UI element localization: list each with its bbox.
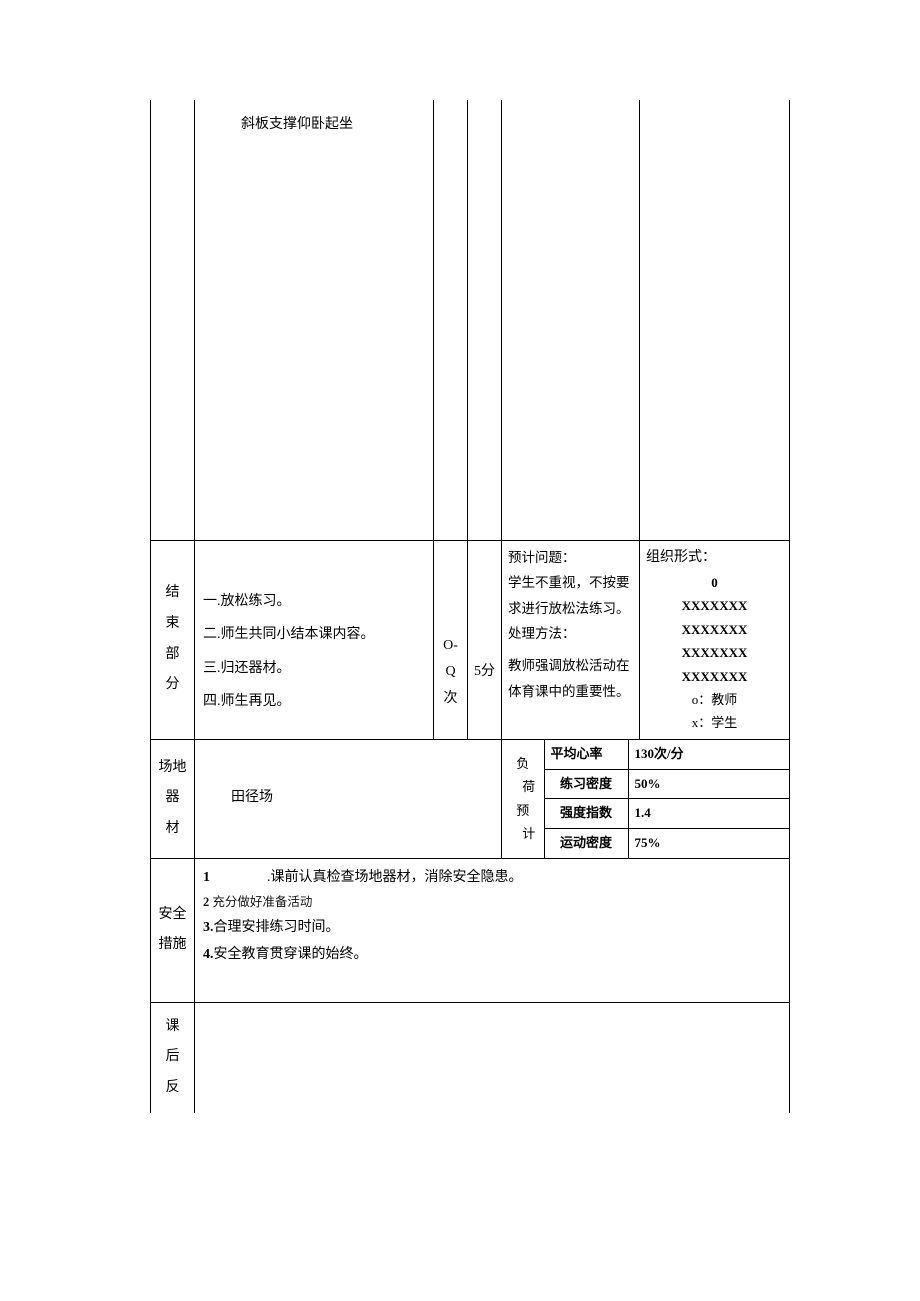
count-cell-empty (434, 100, 468, 540)
conclusion-item: 四.师生再见。 (203, 685, 425, 719)
formation-row: XXXXXXX (646, 641, 783, 664)
label-char: 反 (153, 1073, 192, 1104)
col-section-label-empty (151, 100, 195, 540)
handle-title: 处理方法： (508, 621, 633, 647)
stat-value: 50% (628, 769, 789, 799)
label-char: 束 (153, 609, 192, 640)
label-char: 场地器 (153, 753, 192, 815)
stat-label: 练习密度 (544, 769, 628, 799)
stat-label: 运动密度 (544, 828, 628, 857)
safety-item: 1 .课前认真检查场地器材，消除安全隐患。 (203, 865, 781, 892)
conclusion-organize: 组织形式： 0 XXXXXXX XXXXXXX XXXXXXX XXXXXXX … (640, 540, 790, 739)
formation-row: 0 (646, 571, 783, 594)
equipment-value-cell: 田径场 (195, 739, 502, 858)
handle-body: 教师强调放松活动在体育课中的重要性。 (508, 653, 633, 704)
stat-value: 75% (628, 828, 789, 857)
row-conclusion: 结 束 部 分 一.放松练习。 二.师生共同小结本课内容。 三.归还器材。 四.… (151, 540, 790, 739)
label-char: 分 (153, 670, 192, 701)
row-safety: 安全 措施 1 .课前认真检查场地器材，消除安全隐患。 2 充分做好准备活动 3… (151, 858, 790, 1003)
legend-student: x：学生 (646, 711, 783, 734)
conclusion-time: 5分 (468, 540, 502, 739)
conclusion-label: 结 束 部 分 (151, 540, 195, 739)
conclusion-content: 一.放松练习。 二.师生共同小结本课内容。 三.归还器材。 四.师生再见。 (195, 540, 434, 739)
activity-text: 斜板支撑仰卧起坐 (201, 104, 427, 139)
predict-title: 预计问题： (508, 545, 633, 571)
conclusion-item: 一.放松练习。 (203, 585, 425, 619)
stat-label: 强度指数 (544, 799, 628, 829)
formation-row: XXXXXXX (646, 665, 783, 688)
organize-cell-empty (640, 100, 790, 540)
lesson-plan-table: 斜板支撑仰卧起坐 结 束 部 分 一.放松练习。 二.师生共同小结本课内容。 三… (150, 100, 790, 1113)
reflection-content (195, 1003, 790, 1113)
row-activity: 斜板支撑仰卧起坐 (151, 100, 790, 540)
safety-item: 3.合理安排练习时间。 (203, 915, 781, 942)
predict-body: 学生不重视，不按要求进行放松法练习。 (508, 570, 633, 621)
label-char: 后 (153, 1042, 192, 1073)
safety-item: 2 充分做好准备活动 (203, 891, 781, 915)
conclusion-item: 三.归还器材。 (203, 652, 425, 686)
load-label: 负 荷 预 计 (502, 740, 544, 858)
activity-content-cell: 斜板支撑仰卧起坐 (195, 100, 434, 540)
label-char: 材 (153, 814, 192, 845)
formation-row: XXXXXXX (646, 618, 783, 641)
conclusion-predict: 预计问题： 学生不重视，不按要求进行放松法练习。 处理方法： 教师强调放松活动在… (502, 540, 640, 739)
predict-cell-empty (502, 100, 640, 540)
label-char: 结 (153, 578, 192, 609)
load-stats-table: 负 荷 预 计 平均心率 130次/分 练习密度 50% 强度指数 1.4 (502, 740, 789, 858)
row-equipment: 场地器 材 田径场 负 荷 预 计 平均心率 130次/分 练习密度 (151, 739, 790, 858)
stat-value: 1.4 (628, 799, 789, 829)
safety-content: 1 .课前认真检查场地器材，消除安全隐患。 2 充分做好准备活动 3.合理安排练… (195, 858, 790, 1003)
formation-row: XXXXXXX (646, 594, 783, 617)
org-title: 组织形式： (646, 545, 783, 572)
label-char: 部 (153, 640, 192, 671)
label-char: 措施 (153, 930, 192, 961)
label-char: 课 (153, 1012, 192, 1043)
load-stats-cell: 负 荷 预 计 平均心率 130次/分 练习密度 50% 强度指数 1.4 (502, 739, 790, 858)
conclusion-item: 二.师生共同小结本课内容。 (203, 618, 425, 652)
reflection-label: 课 后 反 (151, 1003, 195, 1113)
legend-teacher: o：教师 (646, 688, 783, 711)
stat-value: 130次/分 (628, 740, 789, 769)
stat-label: 平均心率 (544, 740, 628, 769)
equipment-value: 田径场 (201, 785, 495, 812)
time-cell-empty (468, 100, 502, 540)
row-reflection: 课 后 反 (151, 1003, 790, 1113)
conclusion-count: O-Q 次 (434, 540, 468, 739)
safety-label: 安全 措施 (151, 858, 195, 1003)
safety-item: 4.安全教育贯穿课的始终。 (203, 942, 781, 969)
equipment-label: 场地器 材 (151, 739, 195, 858)
label-char: 安全 (153, 900, 192, 931)
